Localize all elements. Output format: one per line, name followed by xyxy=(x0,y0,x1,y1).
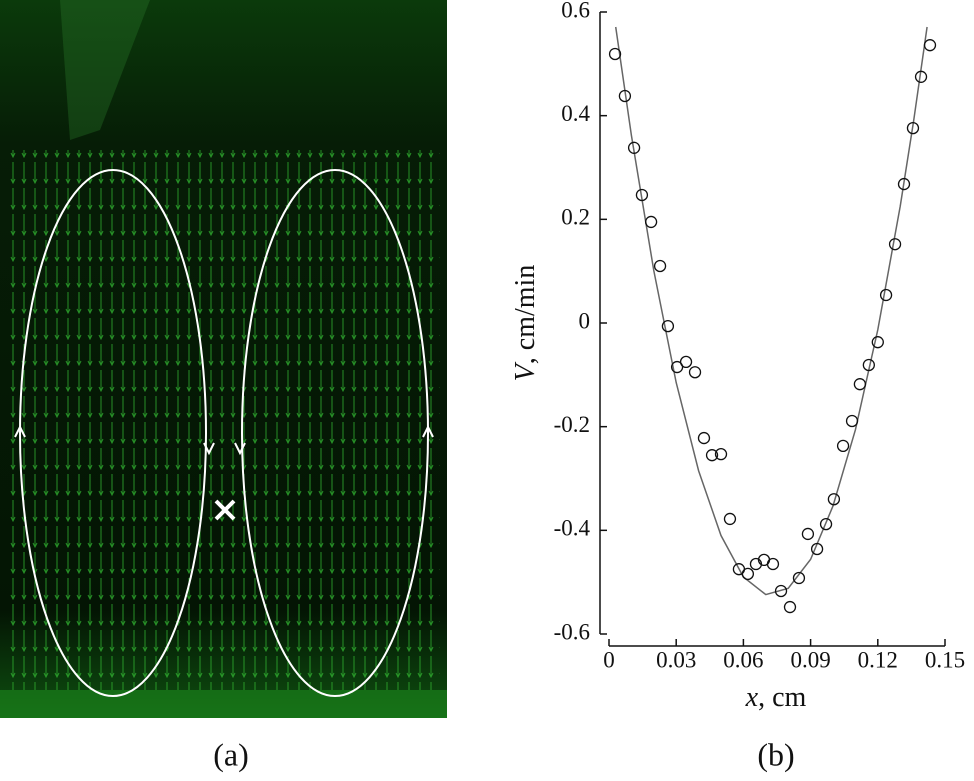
data-point xyxy=(783,600,797,614)
data-point xyxy=(723,512,737,526)
fit-curve xyxy=(614,26,928,596)
data-point xyxy=(608,47,622,61)
data-point xyxy=(627,141,641,154)
y-tick-label: 0.6 xyxy=(561,0,590,22)
data-point xyxy=(653,259,667,273)
vortex-left xyxy=(19,169,207,697)
data-point xyxy=(862,358,875,372)
data-point xyxy=(853,378,867,391)
y-tick-label: 0 xyxy=(579,308,591,333)
data-point xyxy=(888,238,902,251)
x-tick-label: 0 xyxy=(603,647,615,672)
y-tick-label: -0.4 xyxy=(554,516,591,541)
data-point xyxy=(819,517,833,531)
y-tick-label: -0.6 xyxy=(554,619,590,644)
data-point xyxy=(766,557,780,571)
data-point xyxy=(697,431,711,445)
y-axis-unit: , cm/min xyxy=(510,265,541,365)
y-tick-label: 0.2 xyxy=(561,205,590,230)
data-point xyxy=(679,355,693,369)
data-point xyxy=(774,584,788,598)
y-tick-label: -0.2 xyxy=(554,412,590,437)
y-tick-label: 0.4 xyxy=(561,101,590,126)
data-point xyxy=(661,319,675,333)
x-tick-label: 0.12 xyxy=(858,647,898,672)
data-point xyxy=(688,366,702,379)
data-point xyxy=(906,121,920,135)
data-point xyxy=(618,89,632,103)
x-tick-label: 0.09 xyxy=(790,647,830,672)
data-point xyxy=(644,215,658,229)
x-axis-unit: , cm xyxy=(758,682,806,713)
x-axis-label: x, cm xyxy=(745,682,807,713)
cross-marker xyxy=(214,499,236,521)
data-point xyxy=(714,447,728,461)
data-point xyxy=(914,70,928,83)
data-point xyxy=(810,542,824,556)
x-tick-label: 0.03 xyxy=(656,647,696,672)
data-point xyxy=(871,336,884,349)
x-tick-label: 0.15 xyxy=(925,647,965,672)
data-point xyxy=(897,177,911,191)
data-point xyxy=(635,188,649,202)
data-point xyxy=(741,567,755,581)
data-point xyxy=(845,414,859,428)
data-point xyxy=(923,39,937,52)
data-point xyxy=(836,439,850,452)
flow-direction-arrows xyxy=(14,424,434,456)
bottom-glow xyxy=(0,690,447,718)
velocity-vectors xyxy=(8,150,440,690)
panel-label: (a) xyxy=(213,736,249,772)
photo-panel xyxy=(0,0,447,718)
data-point xyxy=(879,288,893,302)
data-point xyxy=(670,360,684,374)
x-tick-label: 0.06 xyxy=(723,647,763,672)
light-streak xyxy=(60,0,150,140)
scatter-plot: x, cm V, cm/min 0.6 0.4 0.2 0 -0.2 -0.4 -0.6 0 0… xyxy=(510,0,965,713)
data-point xyxy=(705,449,719,462)
y-axis-label: V, cm/min xyxy=(510,265,541,382)
panel-label: (b) xyxy=(757,736,794,772)
data-point xyxy=(801,527,815,541)
y-axis-variable: V xyxy=(510,361,541,381)
x-axis-variable: x xyxy=(745,682,759,713)
vortex-right xyxy=(241,169,429,697)
data-point xyxy=(792,571,806,585)
data-point xyxy=(827,493,841,506)
